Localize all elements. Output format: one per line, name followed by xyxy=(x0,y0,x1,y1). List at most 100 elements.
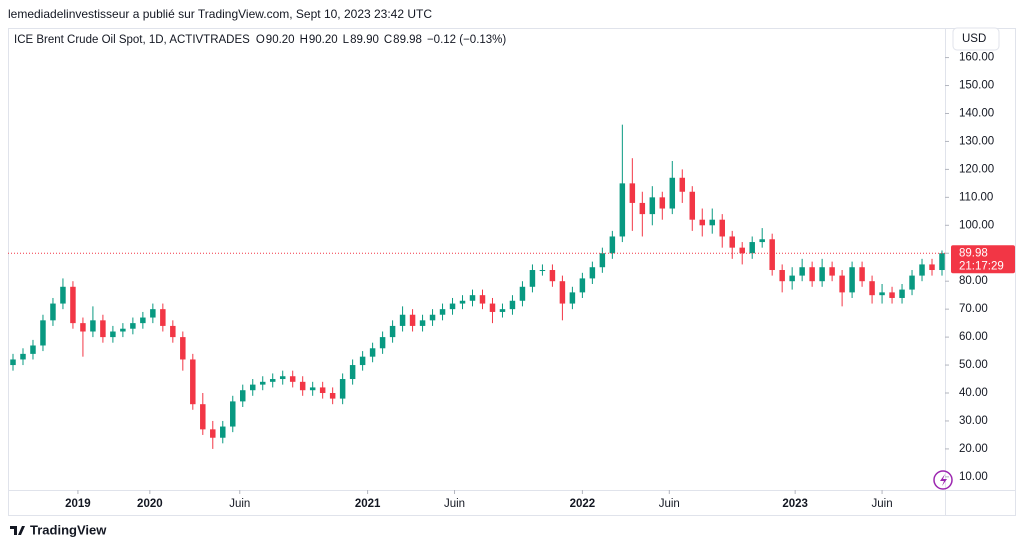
x-tick-label: Juin xyxy=(444,498,465,510)
y-tick-label: 60.00 xyxy=(959,331,988,343)
x-tick-label: Juin xyxy=(229,498,250,510)
candle-body xyxy=(559,281,566,304)
y-tick-label: 160.00 xyxy=(959,52,994,64)
x-tick-label: 2020 xyxy=(137,498,163,510)
candle-body xyxy=(449,303,456,310)
candle-body xyxy=(120,328,126,332)
candle-body xyxy=(389,325,396,338)
legend-key: C xyxy=(384,34,392,46)
candle-body xyxy=(50,303,56,321)
candle-body xyxy=(459,300,466,304)
candle-body xyxy=(929,264,935,271)
candle-body xyxy=(569,292,576,304)
candle-body xyxy=(489,303,496,312)
candle-body xyxy=(140,317,146,324)
candle-body xyxy=(130,323,136,329)
candle-body xyxy=(369,348,376,357)
candle-body xyxy=(259,381,266,385)
candle-body xyxy=(200,404,206,430)
candle-body xyxy=(289,376,296,382)
legend-key: L xyxy=(343,34,350,46)
candle-body xyxy=(519,286,526,301)
candle-body xyxy=(429,314,436,321)
candle-body xyxy=(269,379,276,382)
candle-body xyxy=(419,320,426,326)
candle-body xyxy=(589,267,596,279)
candle-body xyxy=(629,183,636,203)
x-tick-label: 2023 xyxy=(782,498,808,510)
candle-body xyxy=(409,314,416,326)
candle-body xyxy=(100,320,106,338)
candle-body xyxy=(509,300,516,310)
candle-body xyxy=(150,309,156,318)
x-tick-label: 2022 xyxy=(570,498,596,510)
x-tick-label: 2021 xyxy=(355,498,381,510)
candle-body xyxy=(599,253,606,268)
candle-body xyxy=(230,401,236,427)
candle-body xyxy=(220,426,226,438)
x-tick-label: Juin xyxy=(872,498,893,510)
candle-body xyxy=(919,264,925,276)
candle-body xyxy=(70,286,76,324)
candle-body xyxy=(299,381,306,391)
candle-body xyxy=(479,295,486,304)
candle-body xyxy=(529,270,536,287)
candle-body xyxy=(90,320,96,332)
candle-body xyxy=(719,219,725,237)
candle-body xyxy=(799,267,805,276)
candle-body xyxy=(839,275,845,293)
candle-body xyxy=(319,387,326,394)
candle-body xyxy=(329,393,336,399)
candle-body xyxy=(469,295,476,301)
candle-body xyxy=(689,191,696,220)
candle-body xyxy=(499,309,506,312)
y-tick-label: 120.00 xyxy=(959,163,994,175)
alert-icon-bolt xyxy=(940,474,947,486)
candle-body xyxy=(579,278,586,293)
candle-body xyxy=(869,281,875,296)
candle-body xyxy=(669,177,676,209)
candle-body xyxy=(909,275,915,290)
y-tick-label: 10.00 xyxy=(959,471,988,483)
candle-body xyxy=(20,353,26,360)
footer: TradingView xyxy=(30,522,107,537)
y-tick-label: 130.00 xyxy=(959,135,994,147)
legend-value: 89.98 xyxy=(393,34,422,46)
candle-body xyxy=(679,177,686,192)
pane-border xyxy=(8,28,1016,516)
candle-body xyxy=(160,309,166,326)
candle-body xyxy=(889,292,895,298)
candle-body xyxy=(879,292,885,296)
alert-icon[interactable] xyxy=(933,470,953,490)
candle-body xyxy=(789,275,795,282)
candle-body xyxy=(60,286,66,304)
header: lemediadelinvestisseur a publié sur Trad… xyxy=(8,7,432,21)
candle-body xyxy=(729,236,735,248)
candle-body xyxy=(249,384,256,391)
x-tick-label: Juin xyxy=(659,498,680,510)
y-tick-label: 50.00 xyxy=(959,359,988,371)
candle-body xyxy=(739,247,745,254)
candle-body xyxy=(309,387,316,391)
legend-value: 89.90 xyxy=(350,34,379,46)
candle-body xyxy=(349,365,356,380)
y-tick-label: 100.00 xyxy=(959,219,994,231)
candle-body xyxy=(549,270,556,282)
candle-body xyxy=(619,183,626,237)
candle-body xyxy=(899,289,905,298)
countdown: 21:17:29 xyxy=(959,260,1004,272)
candle-body xyxy=(699,219,706,226)
candle-body xyxy=(659,197,666,209)
candle-body xyxy=(809,267,815,282)
candle-body xyxy=(849,267,855,293)
candle-body xyxy=(539,270,546,272)
candle-body xyxy=(40,320,46,346)
candle-body xyxy=(769,239,775,271)
candle-body xyxy=(110,331,116,338)
candle-body xyxy=(749,242,755,254)
y-tick-label: 150.00 xyxy=(959,80,994,92)
candle-body xyxy=(859,267,865,282)
currency-button[interactable] xyxy=(952,27,1000,51)
